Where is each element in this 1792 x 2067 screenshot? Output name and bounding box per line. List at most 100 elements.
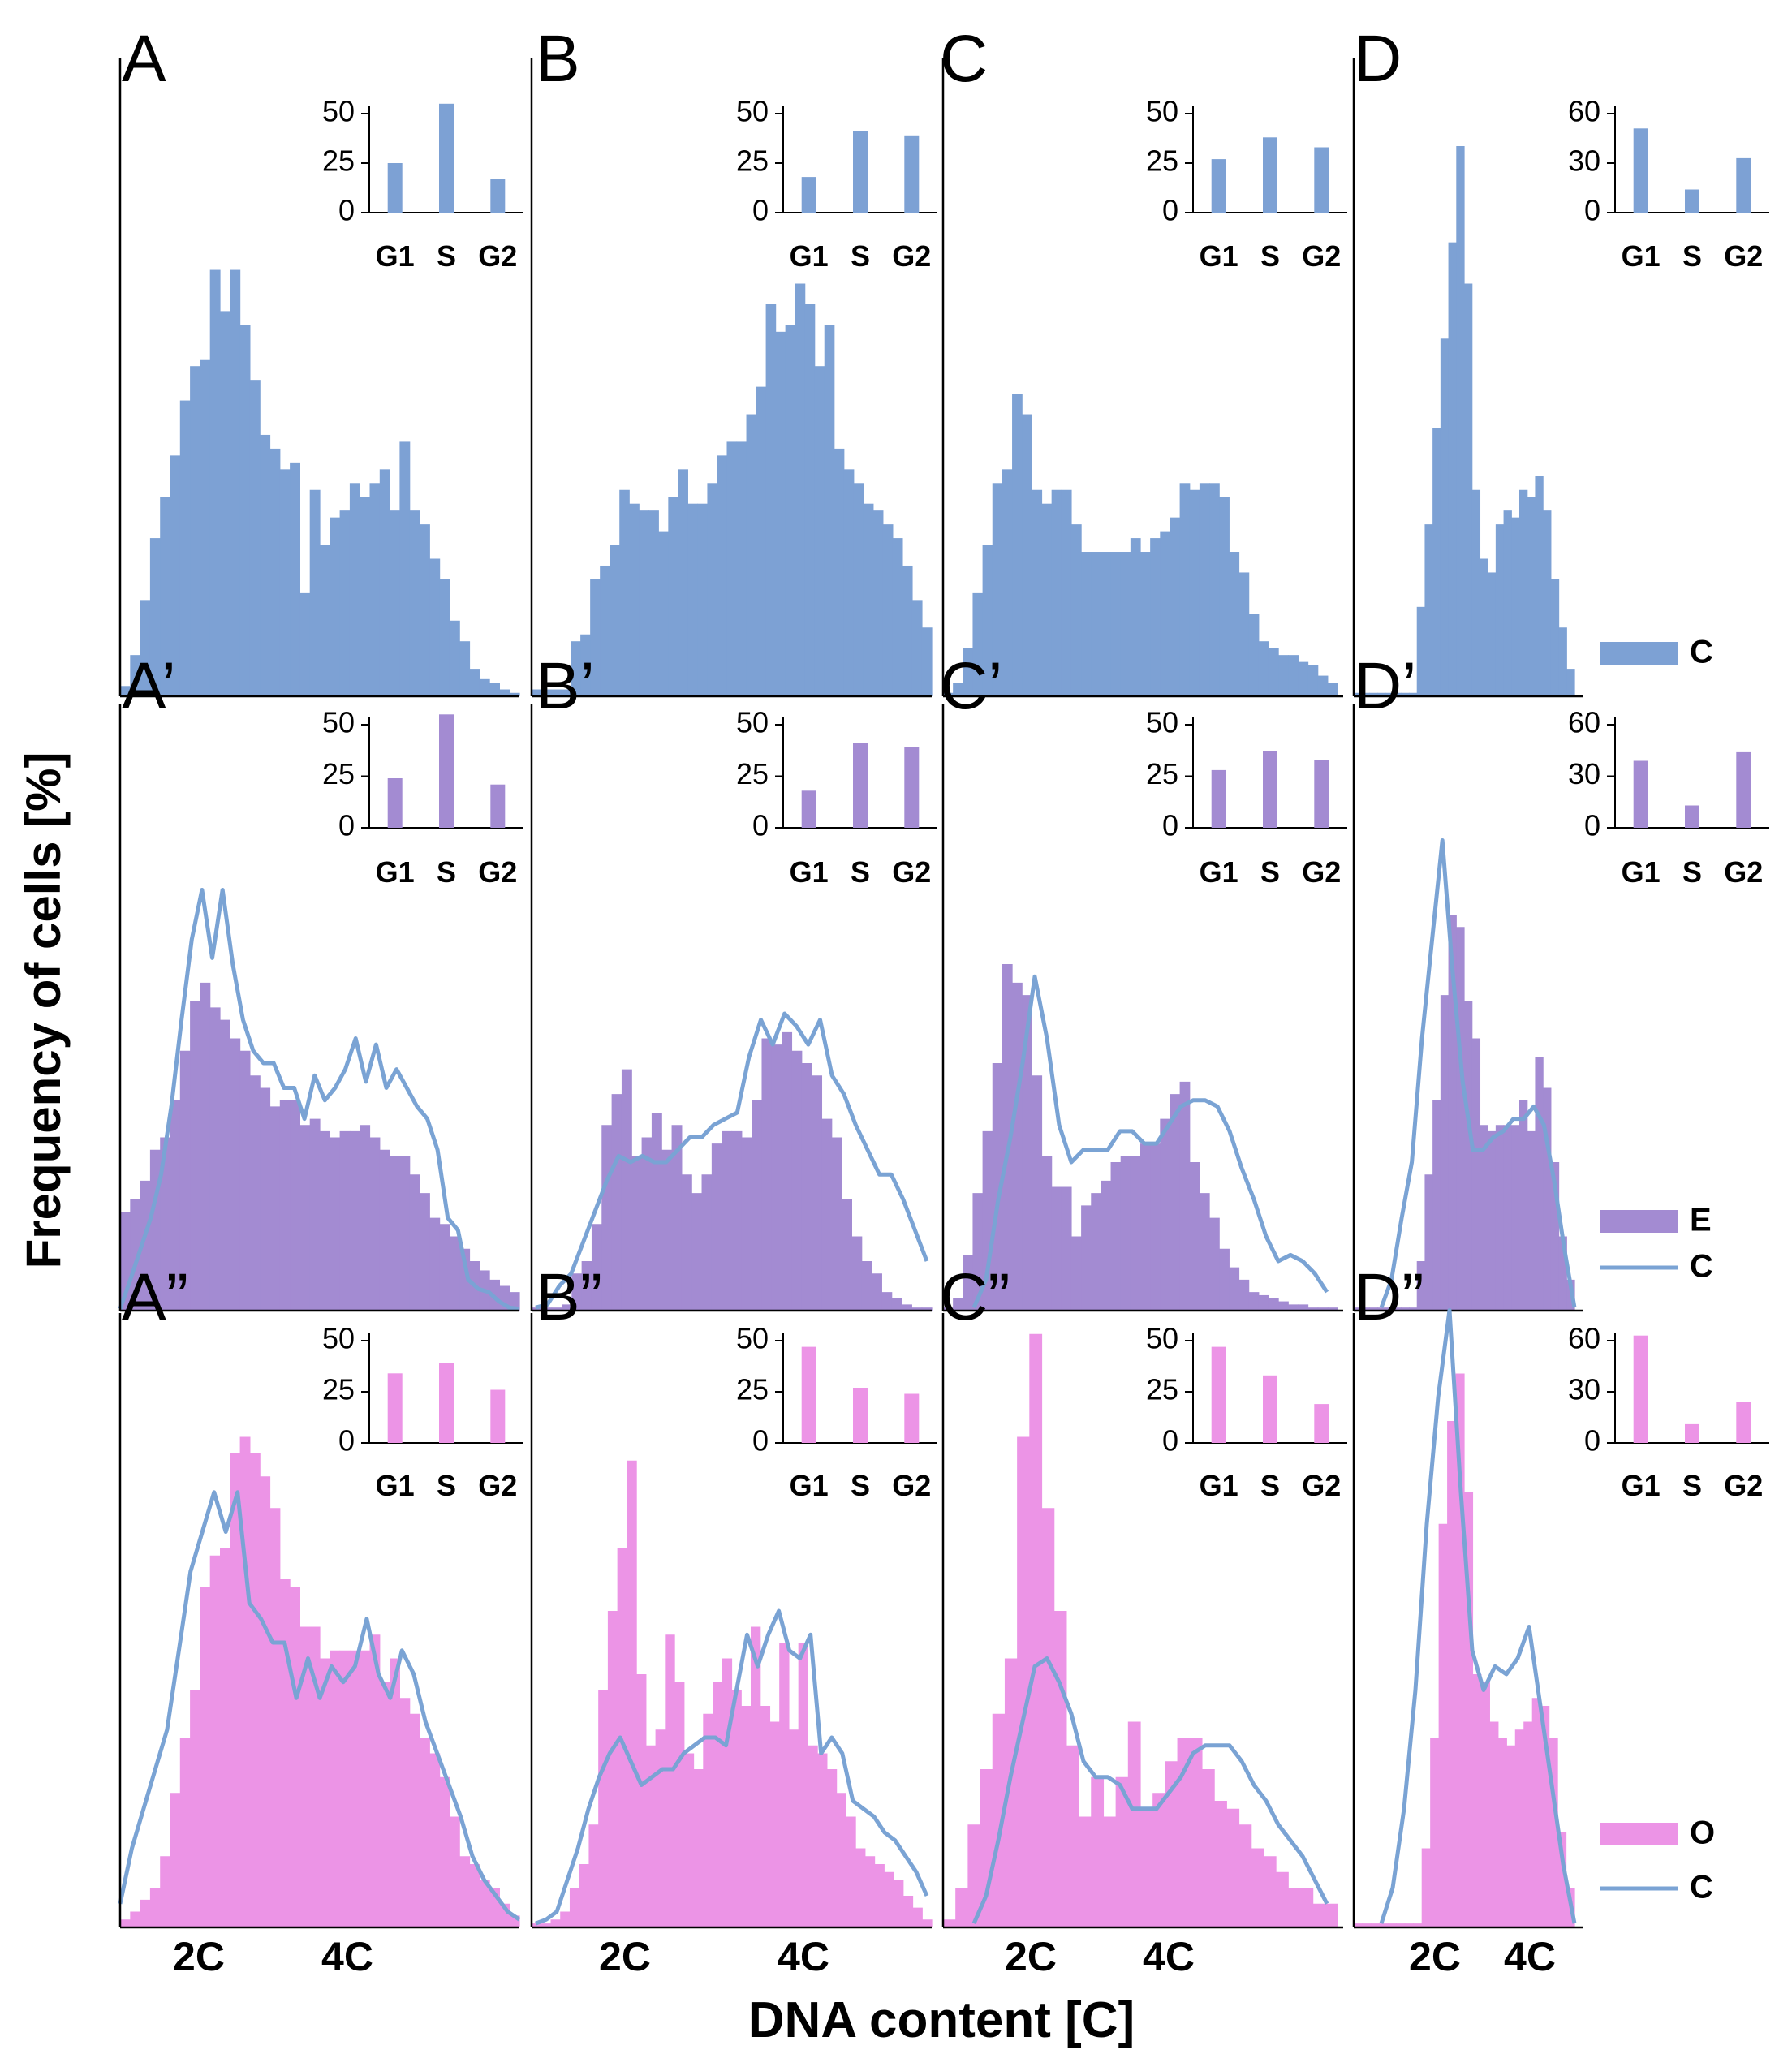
histogram-bar: [1424, 524, 1433, 697]
histogram-bar: [921, 627, 933, 696]
histogram-bar: [1268, 1298, 1279, 1311]
histogram-bar: [149, 538, 161, 696]
histogram-bar: [831, 1137, 842, 1311]
panel-label: A”: [122, 1260, 188, 1334]
inset-y-tick-label: 25: [322, 757, 355, 790]
inset-category-label: S: [437, 239, 456, 273]
histogram-bar: [872, 510, 884, 696]
histogram-bar: [1325, 1903, 1338, 1927]
histogram-bar: [581, 1261, 592, 1311]
histogram-bar: [1503, 1125, 1512, 1311]
histogram-bar: [1519, 1100, 1528, 1311]
histogram-bar: [1404, 1923, 1414, 1928]
panel-3: C 0 25 50 G1 S G2: [940, 22, 1347, 698]
histogram-bar: [668, 497, 678, 696]
histogram-bar: [598, 1690, 609, 1927]
histogram-bar: [1307, 665, 1319, 696]
histogram-bar: [140, 1180, 151, 1311]
inset-bar: [801, 177, 816, 213]
inset-bar: [1211, 1346, 1226, 1443]
histogram-bar: [864, 1856, 876, 1927]
histogram-bar: [953, 1298, 963, 1311]
histogram-bar: [1002, 469, 1013, 697]
inset-category-label: G1: [1622, 855, 1661, 889]
histogram-bar: [782, 1031, 793, 1311]
panel-label: A’: [122, 649, 176, 723]
histogram-bar: [1307, 1307, 1319, 1311]
histogram-bar: [661, 1149, 673, 1311]
panel-label: B’: [536, 649, 595, 723]
histogram-bar: [765, 304, 777, 696]
panel-7: C’ 0 25 50 G1 S G2: [940, 649, 1347, 1312]
histogram-bar: [1288, 655, 1299, 696]
histogram-bar: [912, 1907, 923, 1928]
histogram-bar: [1448, 915, 1457, 1311]
histogram-bar: [881, 1292, 893, 1311]
histogram-bar: [550, 1919, 561, 1927]
histogram-bar: [160, 1856, 171, 1927]
inset-category-label: G1: [790, 855, 829, 889]
histogram-bar: [788, 1729, 799, 1927]
histogram-bar: [1226, 1808, 1240, 1927]
histogram-bar: [798, 1643, 809, 1927]
histogram-bar: [590, 579, 601, 696]
histogram-bar: [722, 1658, 733, 1927]
histogram-bar: [892, 538, 903, 696]
x-axis-title: DNA content [C]: [748, 1992, 1135, 2048]
histogram-bar: [1152, 1793, 1165, 1927]
histogram-bar: [741, 1137, 752, 1311]
histogram-bar: [1298, 661, 1309, 697]
histogram-bar: [610, 545, 620, 696]
inset-y-tick-label: 50: [736, 706, 769, 739]
histogram-bar: [1354, 1923, 1363, 1928]
legend-label: E: [1690, 1203, 1712, 1238]
histogram-bar: [1081, 1205, 1092, 1311]
histogram-bar: [1258, 1294, 1269, 1311]
histogram-bar: [1061, 489, 1072, 696]
panel-2: B 0 25 50 G1 S G2: [530, 22, 937, 698]
histogram-bar: [1189, 1738, 1203, 1927]
control-line: [1379, 1308, 1577, 1924]
histogram-bar: [683, 1753, 695, 1927]
histogram-bar: [449, 1816, 460, 1927]
histogram-bar: [731, 1130, 743, 1311]
control-line: [971, 974, 1329, 1309]
histogram-bar: [1471, 1038, 1481, 1311]
inset-y-tick-label: 25: [736, 1373, 769, 1406]
histogram-bar: [711, 1143, 722, 1311]
histogram-bar: [1022, 414, 1032, 696]
histogram-bar: [1002, 964, 1013, 1311]
inset-category-label: G1: [1200, 855, 1238, 889]
panel-label: A: [122, 22, 166, 96]
histogram-bar: [230, 269, 241, 696]
x-tick-label: 2C: [1005, 1934, 1057, 1979]
inset-category-label: S: [1260, 239, 1280, 273]
histogram-bar: [339, 1650, 351, 1927]
inset-category-label: S: [437, 1469, 456, 1502]
histogram-bar: [1012, 394, 1023, 696]
histogram-bar: [1566, 669, 1575, 696]
histogram-bar: [1480, 558, 1488, 696]
histogram-bar: [1354, 1307, 1363, 1311]
inset-y-tick-label: 0: [1584, 1424, 1600, 1458]
inset-y-tick-label: 25: [736, 144, 769, 178]
histogram-bar: [824, 325, 835, 696]
inset-category-label: G2: [1302, 855, 1341, 889]
histogram-bar: [1070, 1236, 1082, 1311]
inset-category-label: G1: [790, 1469, 829, 1502]
inset-bar: [439, 1363, 454, 1443]
histogram-bar: [260, 434, 271, 696]
inset-category-label: G2: [1302, 1469, 1341, 1502]
inset-bar: [1685, 805, 1699, 828]
histogram-bar: [678, 469, 688, 697]
histogram-bar: [627, 1460, 637, 1927]
inset-bar: [853, 1388, 868, 1443]
histogram-bar: [399, 1156, 411, 1311]
control-line: [118, 888, 520, 1311]
histogram-bar: [1523, 1721, 1533, 1927]
histogram-bar: [1464, 1001, 1473, 1311]
histogram-bar: [1557, 1832, 1567, 1927]
histogram-bar: [804, 304, 816, 696]
histogram-bar: [1317, 675, 1329, 696]
